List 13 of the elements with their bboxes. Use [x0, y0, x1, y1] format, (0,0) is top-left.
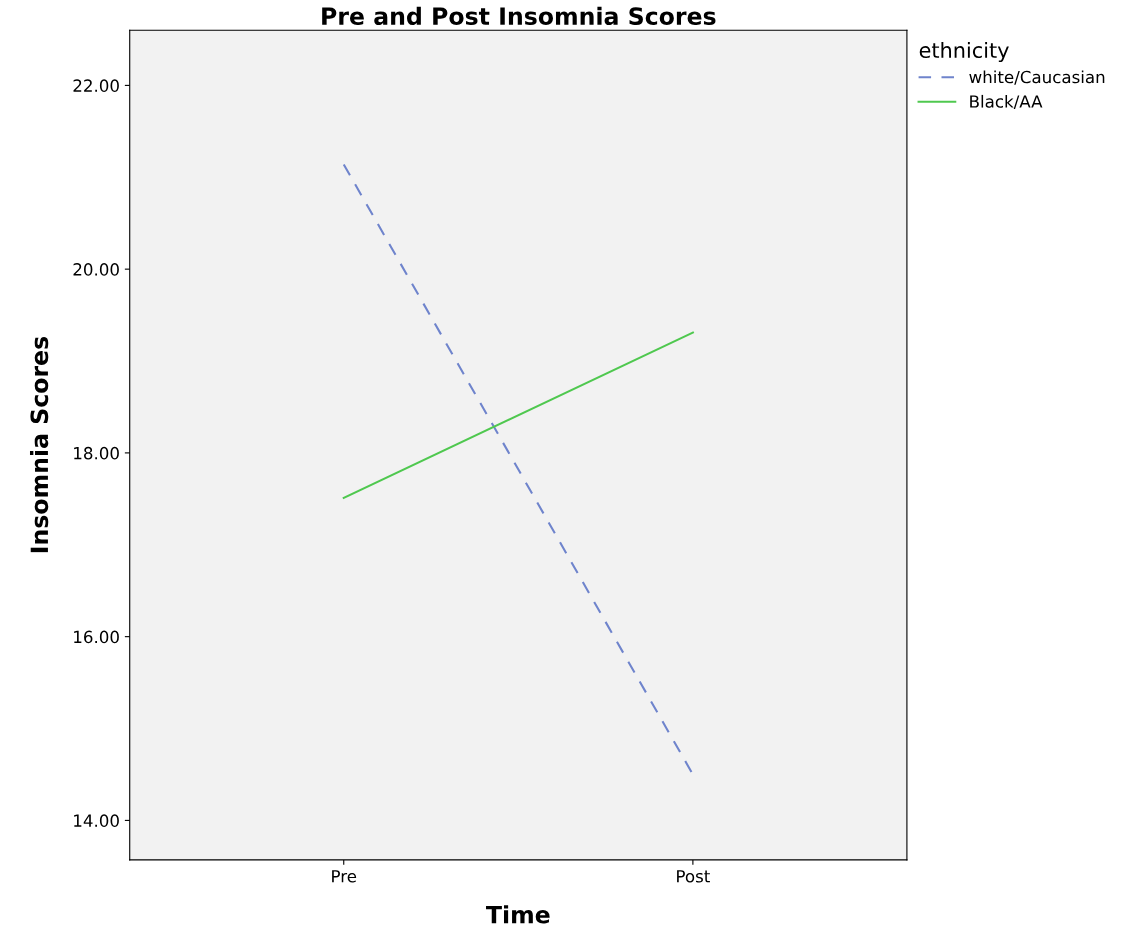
- y-tick-label: 18.00: [74, 446, 119, 460]
- y-tick-label: 22.00: [73, 79, 119, 92]
- x-tick-label: Post: [677, 870, 710, 883]
- chart-title: Pre and Post Insomnia Scores: [322, 6, 716, 26]
- y-axis-title: Insomnia Scores: [29, 336, 49, 553]
- y-tick-label: 14.00: [74, 814, 119, 827]
- legend-label: white/Caucasian: [969, 70, 1105, 85]
- x-tick-label: Pre: [332, 870, 357, 883]
- y-tick-label: 20.00: [73, 263, 119, 276]
- x-axis-title: Time: [486, 905, 550, 924]
- y-tick-label: 16.00: [74, 630, 119, 644]
- legend-title: ethnicity: [919, 41, 1009, 63]
- legend-label: Black/AA: [970, 94, 1043, 110]
